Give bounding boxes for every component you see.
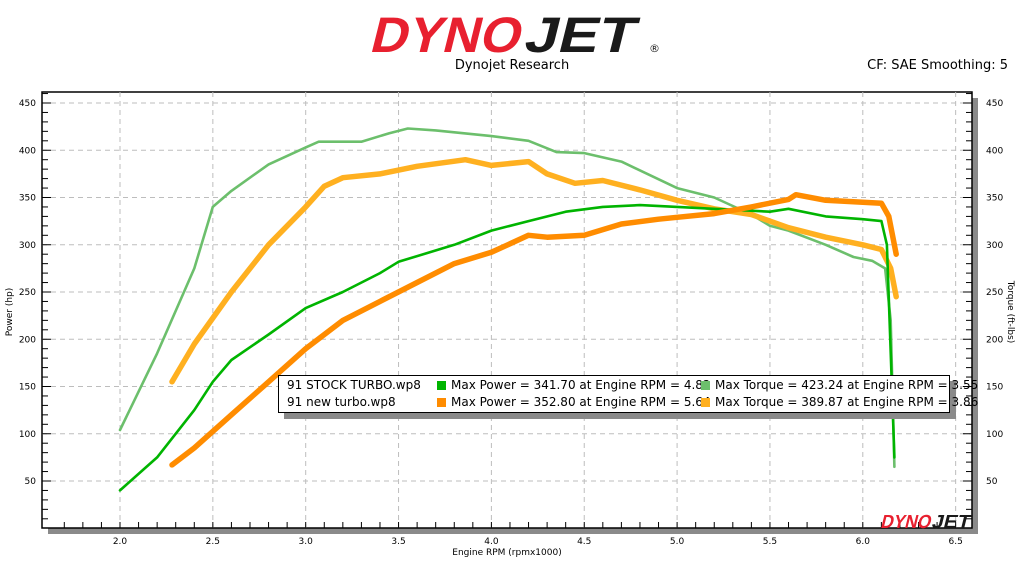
- svg-text:200: 200: [986, 335, 1003, 345]
- curve-91-stock-turbo-wp8-power: [118, 203, 896, 492]
- svg-text:450: 450: [19, 99, 36, 109]
- dynojet-logo: DYNO JET ®: [366, 10, 660, 56]
- svg-text:50: 50: [25, 477, 37, 487]
- legend-file-name: 91 STOCK TURBO.wp8: [287, 378, 421, 392]
- legend-max-torque: Max Torque = 423.24 at Engine RPM = 3.55: [715, 378, 979, 392]
- y-axis-label-right: Torque (ft-lbs): [1005, 280, 1015, 344]
- power-swatch-icon: [437, 381, 446, 390]
- svg-text:5.0: 5.0: [670, 537, 685, 547]
- svg-text:150: 150: [19, 383, 36, 393]
- axis-ticks: [42, 93, 972, 528]
- watermark-logo: DYNO JET: [879, 512, 973, 533]
- svg-text:350: 350: [19, 194, 36, 204]
- svg-text:450: 450: [986, 99, 1003, 109]
- power-swatch-icon: [437, 398, 446, 407]
- svg-text:350: 350: [986, 194, 1003, 204]
- x-axis-label: Engine RPM (rpmx1000): [452, 548, 561, 558]
- svg-text:6.5: 6.5: [948, 537, 962, 547]
- svg-text:100: 100: [986, 430, 1003, 440]
- chart-title: Dynojet Research: [454, 58, 570, 73]
- svg-text:6.0: 6.0: [856, 537, 871, 547]
- correction-factor-label: CF: SAE Smoothing: 5: [867, 58, 1008, 73]
- svg-text:150: 150: [986, 383, 1003, 393]
- curves: [118, 127, 899, 492]
- svg-text:300: 300: [986, 241, 1003, 251]
- legend-max-power: Max Power = 341.70 at Engine RPM = 4.82: [451, 378, 711, 392]
- svg-text:400: 400: [19, 146, 36, 156]
- logo-text-black: JET: [520, 10, 644, 56]
- axis-tick-labels: 2.0 2.5 3.0 3.5 4.0 4.5 5.0 5.5 6.0 6.5 50 50 100 100…: [19, 99, 1004, 547]
- curve-91-stock-turbo-wp8-torque: [118, 127, 896, 469]
- registered-mark: ®: [649, 42, 660, 55]
- svg-text:100: 100: [19, 430, 36, 440]
- legend-max-power: Max Power = 352.80 at Engine RPM = 5.64: [451, 395, 711, 409]
- svg-text:3.0: 3.0: [299, 537, 314, 547]
- legend-row-new: 91 new turbo.wp8 Max Power = 352.80 at E…: [279, 394, 978, 411]
- svg-text:2.0: 2.0: [113, 537, 128, 547]
- y-axis-label-left: Power (hp): [5, 288, 15, 337]
- svg-text:250: 250: [986, 288, 1003, 298]
- legend-max-torque: Max Torque = 389.87 at Engine RPM = 3.86: [715, 395, 979, 409]
- curve-91-new-turbo-wp8-power: [169, 191, 899, 468]
- legend-box: 91 STOCK TURBO.wp8 Max Power = 341.70 at…: [278, 375, 978, 413]
- svg-text:200: 200: [19, 335, 36, 345]
- svg-text:4.5: 4.5: [577, 537, 591, 547]
- curve-91-new-turbo-wp8-torque: [169, 156, 899, 385]
- svg-text:400: 400: [986, 146, 1003, 156]
- svg-text:50: 50: [986, 477, 998, 487]
- legend-row-stock: 91 STOCK TURBO.wp8 Max Power = 341.70 at…: [279, 377, 978, 394]
- plot-area: [41, 91, 973, 529]
- svg-text:DYNO: DYNO: [879, 512, 934, 533]
- logo-text-red: DYNO: [366, 10, 530, 56]
- svg-text:300: 300: [19, 241, 36, 251]
- svg-text:JET: JET: [930, 512, 973, 533]
- svg-text:250: 250: [19, 288, 36, 298]
- torque-swatch-icon: [701, 398, 710, 407]
- torque-swatch-icon: [701, 381, 710, 390]
- svg-text:3.5: 3.5: [391, 537, 405, 547]
- svg-text:4.0: 4.0: [484, 537, 499, 547]
- legend-file-name: 91 new turbo.wp8: [287, 395, 396, 409]
- svg-text:2.5: 2.5: [206, 537, 220, 547]
- svg-text:5.5: 5.5: [763, 537, 777, 547]
